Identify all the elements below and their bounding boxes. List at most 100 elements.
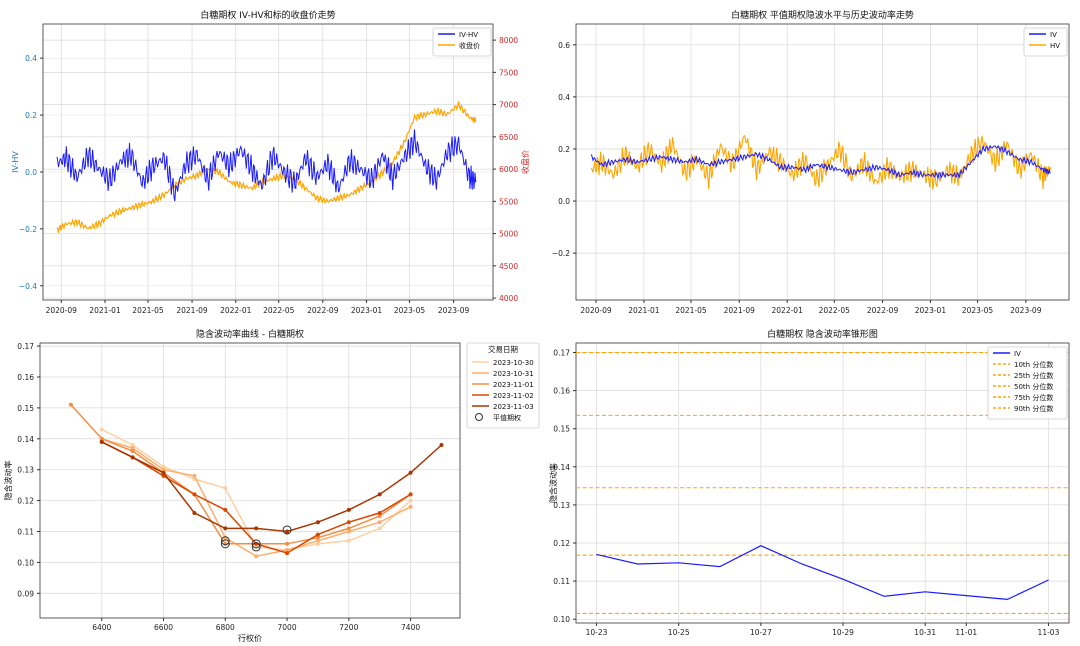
legend-label: 2023-10-30 bbox=[493, 359, 534, 367]
legend-label: 平值期权 bbox=[493, 413, 521, 422]
series-point bbox=[377, 514, 382, 519]
x-tick-label: 2023-09 bbox=[438, 306, 470, 315]
series-point bbox=[223, 486, 228, 491]
legend-label: HV bbox=[1050, 42, 1060, 50]
series-point bbox=[315, 532, 320, 537]
atm-marker bbox=[220, 539, 230, 549]
y2-tick-label: 5000 bbox=[499, 230, 518, 239]
y-tick-label: 0.13 bbox=[17, 466, 34, 475]
y2-axis-label: 收盘价 bbox=[520, 150, 530, 174]
series-line-close-price bbox=[56, 101, 477, 233]
series-point bbox=[285, 529, 290, 534]
series-point bbox=[254, 554, 259, 559]
chart-title: 白糖期权 IV-HV和标的收盘价走势 bbox=[200, 9, 335, 21]
series-point bbox=[346, 526, 351, 531]
series-point bbox=[315, 541, 320, 546]
series-point bbox=[315, 538, 320, 543]
series-point bbox=[315, 520, 320, 525]
series-point bbox=[161, 467, 166, 472]
series-point bbox=[377, 520, 382, 525]
series-point bbox=[130, 449, 135, 454]
series-line bbox=[70, 404, 412, 545]
y-tick-label: 0.6 bbox=[558, 41, 570, 50]
chart-title: 白糖期权 隐含波动率锥形图 bbox=[767, 328, 878, 340]
series-point bbox=[254, 526, 259, 531]
y-tick-label: 0.16 bbox=[553, 387, 570, 396]
series-point bbox=[346, 507, 351, 512]
legend-label: 2023-11-03 bbox=[493, 403, 534, 411]
x-tick-label: 2021-05 bbox=[132, 306, 164, 315]
y-axis-label: IV-HV bbox=[11, 151, 20, 173]
series-point bbox=[99, 427, 104, 432]
chart-title: 白糖期权 平值期权隐波水平与历史波动率走势 bbox=[731, 9, 914, 21]
legend-box bbox=[432, 27, 492, 57]
series-point bbox=[315, 535, 320, 540]
series-point bbox=[377, 510, 382, 515]
x-tick-label: 2020-09 bbox=[580, 306, 612, 315]
x-axis-label: 行权价 bbox=[238, 633, 262, 643]
x-tick-label: 2021-01 bbox=[628, 306, 660, 315]
atm-marker bbox=[282, 525, 292, 535]
y2-tick-label: 6500 bbox=[499, 133, 518, 142]
series-point bbox=[161, 470, 166, 475]
y-tick-label: 0.13 bbox=[553, 501, 570, 510]
x-tick-label: 2022-05 bbox=[819, 306, 851, 315]
legend-label: IV bbox=[1050, 31, 1057, 39]
x-tick-label: 2022-09 bbox=[307, 306, 339, 315]
legend-marker bbox=[475, 413, 483, 421]
series-point bbox=[223, 507, 228, 512]
y-tick-label: −0.2 bbox=[19, 225, 37, 234]
axes-frame bbox=[575, 342, 1070, 624]
series-point bbox=[408, 504, 413, 509]
legend-box bbox=[987, 346, 1068, 420]
y-tick-label: 0.4 bbox=[25, 54, 37, 63]
chart-iv-hv-levels: 白糖期权 平值期权隐波水平与历史波动率走势 2020-09 2021-01 2021-… bbox=[552, 9, 1070, 315]
atm-marker bbox=[251, 539, 261, 549]
series-point bbox=[192, 510, 197, 515]
y-tick-label: 0.4 bbox=[558, 93, 570, 102]
legend-label: 收盘价 bbox=[459, 41, 480, 50]
series-line bbox=[101, 441, 443, 533]
series-point bbox=[377, 526, 382, 531]
legend-box bbox=[1023, 27, 1068, 57]
x-tick-label: 10-23 bbox=[586, 628, 608, 637]
y-tick-label: 0.14 bbox=[17, 435, 34, 444]
y-tick-label: 0.0 bbox=[558, 197, 570, 206]
y2-tick-label: 6000 bbox=[499, 165, 518, 174]
series-point bbox=[408, 498, 413, 503]
y-axis-label: 隐含波动率 bbox=[3, 461, 13, 501]
y2-tick-label: 7500 bbox=[499, 68, 518, 77]
y-tick-label: 0.15 bbox=[553, 425, 570, 434]
x-tick-label: 10-27 bbox=[750, 628, 772, 637]
x-tick-label: 10-25 bbox=[668, 628, 690, 637]
x-tick-label: 2023-05 bbox=[394, 306, 426, 315]
x-tick-label: 2023-01 bbox=[915, 306, 947, 315]
series-point bbox=[439, 442, 444, 447]
x-tick-label: 2022-01 bbox=[772, 306, 804, 315]
y-tick-label: 0.11 bbox=[17, 527, 34, 536]
series-point bbox=[68, 402, 73, 407]
legend-label: 75th 分位数 bbox=[1014, 393, 1053, 402]
series-point bbox=[161, 464, 166, 469]
series-point bbox=[285, 541, 290, 546]
y-tick-label: −0.4 bbox=[19, 282, 37, 291]
x-tick-label: 10-31 bbox=[914, 628, 936, 637]
chart-vol-smile: 隐含波动率曲线 - 白糖期权 6400 6600 6800 7000 7200 7400 0.… bbox=[3, 328, 540, 643]
axes-frame bbox=[575, 23, 1070, 301]
x-tick-label: 2023-01 bbox=[351, 306, 383, 315]
y2-tick-label: 5500 bbox=[499, 197, 518, 206]
series-point bbox=[192, 492, 197, 497]
y-tick-label: 0.10 bbox=[553, 615, 570, 624]
series-point bbox=[130, 446, 135, 451]
y-tick-label: 0.09 bbox=[17, 589, 34, 598]
legend-label: 2023-10-31 bbox=[493, 370, 534, 378]
legend-label: 10th 分位数 bbox=[1014, 360, 1053, 369]
x-tick-label: 2022-05 bbox=[263, 306, 295, 315]
legend-label: IV-HV bbox=[459, 31, 478, 39]
x-tick-label: 6400 bbox=[92, 623, 111, 632]
legend-label: 2023-11-02 bbox=[493, 392, 534, 400]
x-tick-label: 2023-05 bbox=[962, 306, 994, 315]
y-tick-label: 0.0 bbox=[25, 168, 37, 177]
chart-vol-cone: 白糖期权 隐含波动率锥形图 10-23 10-25 10-27 10-29 10-31 11… bbox=[548, 328, 1070, 637]
